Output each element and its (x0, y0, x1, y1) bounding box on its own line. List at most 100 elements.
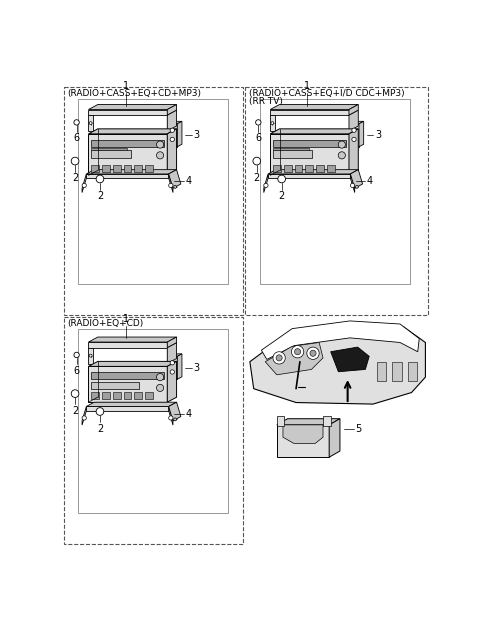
Polygon shape (167, 129, 177, 175)
Polygon shape (88, 337, 177, 342)
Polygon shape (167, 110, 177, 131)
Text: 1: 1 (304, 81, 311, 91)
Circle shape (156, 384, 164, 391)
Text: 3: 3 (375, 130, 381, 140)
Text: 1: 1 (123, 81, 129, 91)
Polygon shape (270, 116, 275, 131)
Bar (273, 148, 309, 150)
Bar (91, 372, 164, 379)
Polygon shape (168, 402, 177, 411)
Bar (91, 150, 131, 158)
Text: 2: 2 (97, 191, 103, 201)
Polygon shape (277, 425, 329, 457)
Bar (91, 382, 139, 389)
Text: 2: 2 (72, 173, 78, 183)
Bar (323, 415, 331, 427)
Polygon shape (168, 174, 173, 193)
Bar (145, 165, 153, 172)
Bar (91, 165, 99, 172)
Circle shape (82, 183, 86, 188)
Circle shape (71, 157, 79, 165)
Polygon shape (331, 347, 369, 372)
Bar (245, 87, 428, 315)
Bar (63, 87, 243, 315)
Polygon shape (349, 110, 358, 131)
Polygon shape (88, 129, 177, 134)
Polygon shape (167, 121, 182, 124)
Polygon shape (86, 402, 177, 407)
Polygon shape (350, 170, 358, 178)
Circle shape (71, 390, 79, 397)
Circle shape (174, 418, 177, 421)
Circle shape (170, 128, 174, 132)
Text: 4: 4 (185, 176, 192, 186)
Polygon shape (86, 407, 168, 411)
Polygon shape (177, 354, 182, 379)
Polygon shape (82, 174, 86, 193)
Text: 2: 2 (97, 424, 103, 434)
Circle shape (174, 186, 177, 188)
Polygon shape (167, 343, 177, 363)
Bar (102, 165, 110, 172)
Text: 6: 6 (73, 366, 80, 376)
Polygon shape (268, 174, 350, 178)
Polygon shape (168, 407, 173, 425)
Polygon shape (88, 109, 167, 116)
Circle shape (89, 354, 92, 357)
Polygon shape (270, 104, 358, 109)
Polygon shape (88, 342, 167, 348)
Polygon shape (168, 170, 177, 178)
Text: 3: 3 (193, 363, 199, 373)
Polygon shape (167, 337, 177, 348)
Polygon shape (88, 366, 167, 402)
Bar (305, 165, 313, 172)
Circle shape (96, 407, 104, 415)
Circle shape (271, 122, 274, 125)
Text: 4: 4 (367, 176, 373, 186)
Polygon shape (82, 407, 86, 425)
Bar (91, 140, 164, 147)
Text: (RR TV): (RR TV) (249, 97, 283, 106)
Circle shape (89, 122, 92, 125)
Polygon shape (329, 419, 340, 457)
Polygon shape (262, 321, 419, 360)
Circle shape (74, 120, 79, 125)
Bar (377, 361, 386, 381)
Circle shape (156, 141, 164, 148)
Circle shape (273, 351, 285, 364)
Circle shape (168, 183, 173, 188)
Circle shape (291, 345, 304, 358)
Text: (RADIO+CASS+EQ+I/D CDC+MP3): (RADIO+CASS+EQ+I/D CDC+MP3) (249, 89, 405, 98)
Polygon shape (270, 134, 349, 175)
Circle shape (276, 355, 282, 361)
Polygon shape (265, 342, 323, 375)
Polygon shape (88, 361, 177, 366)
Circle shape (170, 361, 174, 365)
Polygon shape (177, 121, 182, 147)
Bar (134, 165, 142, 172)
Bar (408, 361, 417, 381)
Bar (91, 148, 127, 150)
Bar (284, 165, 292, 172)
Polygon shape (86, 174, 168, 178)
Circle shape (253, 157, 261, 165)
Circle shape (170, 369, 174, 374)
Polygon shape (268, 170, 358, 174)
Bar (123, 392, 132, 399)
Bar (273, 150, 312, 158)
Bar (277, 415, 285, 427)
Polygon shape (86, 170, 177, 174)
Bar (102, 392, 110, 399)
Polygon shape (264, 174, 268, 193)
Bar (123, 165, 132, 172)
Bar (63, 317, 243, 544)
Text: 6: 6 (255, 133, 262, 143)
Bar (295, 165, 302, 172)
Circle shape (352, 137, 356, 142)
Circle shape (338, 152, 346, 159)
Polygon shape (349, 129, 358, 175)
Polygon shape (167, 354, 182, 356)
Bar (327, 165, 335, 172)
Text: 6: 6 (73, 133, 80, 143)
Bar (273, 140, 346, 147)
